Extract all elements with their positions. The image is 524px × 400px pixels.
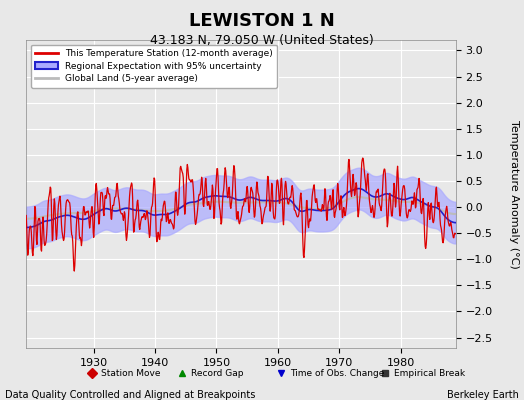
Text: Data Quality Controlled and Aligned at Breakpoints: Data Quality Controlled and Aligned at B… [5, 390, 256, 400]
Text: 43.183 N, 79.050 W (United States): 43.183 N, 79.050 W (United States) [150, 34, 374, 47]
Legend: This Temperature Station (12-month average), Regional Expectation with 95% uncer: This Temperature Station (12-month avera… [31, 44, 277, 88]
Text: Record Gap: Record Gap [191, 368, 244, 378]
Text: LEWISTON 1 N: LEWISTON 1 N [189, 12, 335, 30]
Text: Station Move: Station Move [101, 368, 161, 378]
Text: Berkeley Earth: Berkeley Earth [447, 390, 519, 400]
Text: Empirical Break: Empirical Break [394, 368, 465, 378]
Text: Time of Obs. Change: Time of Obs. Change [290, 368, 385, 378]
Y-axis label: Temperature Anomaly (°C): Temperature Anomaly (°C) [509, 120, 519, 268]
